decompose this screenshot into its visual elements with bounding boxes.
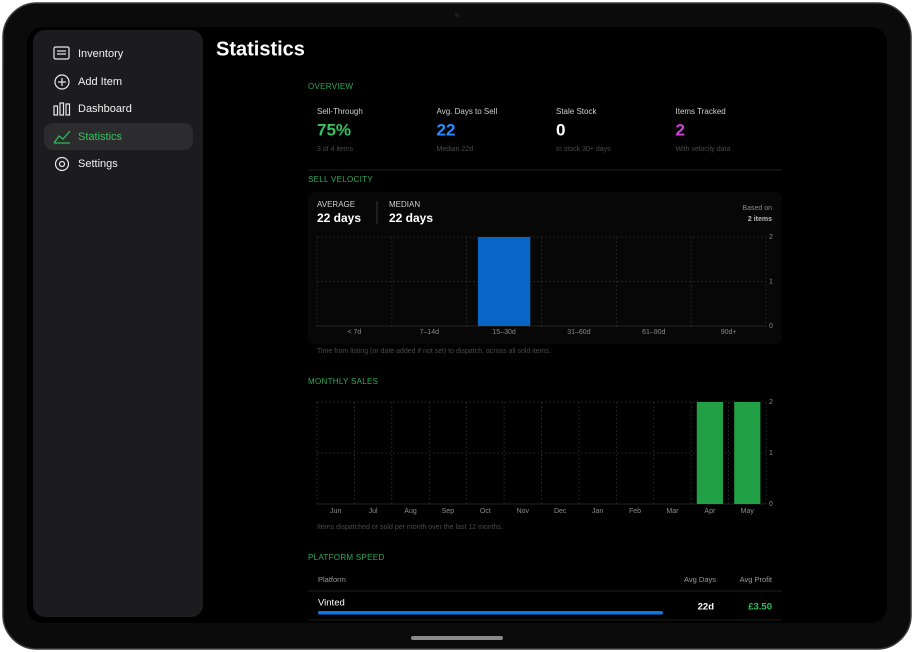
chart-panel [308, 192, 782, 344]
x-tick-label: Jul [369, 508, 378, 515]
platform-name: Vinted [318, 598, 345, 609]
stat-note: With velocity data [676, 146, 731, 153]
stat-value: 2 [676, 120, 685, 139]
summary-label: MEDIAN [389, 200, 420, 209]
chart-caption: Time from listing (or date added if not … [317, 348, 551, 355]
stat-value: 0 [556, 120, 565, 139]
y-tick-label: 1 [769, 450, 773, 457]
x-tick-label: 15–30d [492, 329, 515, 336]
bar [696, 402, 723, 504]
velocity-chart: 0 1 2 < 7d 7–14d 15–30d 31–60d 61–90d 90d+ [316, 234, 773, 336]
platform-profit: £3.50 [748, 602, 772, 613]
x-tick-label: Mar [666, 508, 679, 515]
x-tick-label: Jan [592, 508, 603, 515]
x-tick-label: 61–90d [642, 329, 665, 336]
nav-highlight [44, 123, 193, 150]
y-tick-label: 1 [769, 278, 773, 285]
stat-value: 22 [437, 120, 456, 139]
platform-bar [318, 611, 663, 615]
section-title: MONTHLY SALES [308, 377, 378, 386]
home-indicator [411, 636, 503, 640]
section-title: SELL VELOCITY [308, 175, 373, 184]
based-on-count: 2 items [748, 216, 772, 223]
icon-add [54, 74, 70, 90]
y-tick-label: 0 [769, 501, 773, 508]
stat-label: Stale Stock [556, 107, 597, 116]
stat-value: 75% [317, 120, 351, 139]
stat-label: Avg. Days to Sell [437, 107, 498, 116]
summary-value: 22 days [389, 211, 433, 225]
camera [454, 12, 460, 18]
icon-dashboard [65, 103, 71, 116]
x-tick-label: Oct [480, 508, 491, 515]
bar [477, 237, 531, 326]
table-header: Avg Profit [740, 575, 773, 584]
y-tick-label: 2 [769, 399, 773, 406]
x-tick-label: 31–60d [567, 329, 590, 336]
stat-note: In stock 30+ days [556, 146, 611, 153]
x-tick-label: 7–14d [420, 329, 440, 336]
stat-label: Items Tracked [676, 107, 726, 116]
stat-note: 3 of 4 items [317, 146, 354, 153]
based-on-label: Based on [742, 205, 772, 212]
x-tick-label: May [741, 508, 755, 515]
sidebar [33, 30, 203, 617]
x-tick-label: Apr [704, 508, 716, 515]
monthly-chart: 0 1 2 Jun Jul Aug Sep Oct Nov Dec Jan Feb Mar Apr May [316, 399, 773, 515]
nav-icons [53, 46, 71, 172]
nav-item[interactable]: Settings [78, 158, 118, 170]
x-tick-label: Sep [442, 508, 455, 515]
icon-dashboard [53, 105, 59, 116]
page-title: Statistics [216, 38, 305, 60]
icon-statistics [53, 130, 71, 144]
stat-label: Sell-Through [317, 107, 363, 116]
y-tick-label: 0 [769, 323, 773, 330]
icon-dashboard [59, 102, 65, 116]
overview-stats: Sell-Through 75% 3 of 4 items Avg. Days to … [317, 107, 730, 153]
x-tick-label: Jun [330, 508, 341, 515]
y-tick-label: 2 [769, 234, 773, 241]
table-header: Platform [318, 575, 346, 584]
summary-value: 22 days [317, 211, 361, 225]
icon-settings [54, 156, 70, 172]
x-tick-label: Dec [554, 508, 567, 515]
icon-settings [58, 160, 66, 168]
table-header: Avg Days [684, 575, 716, 584]
nav-item[interactable]: Add Item [78, 76, 122, 88]
chart-caption: Items dispatched or sold per month over … [317, 524, 503, 531]
platform-days: 22d [698, 602, 715, 613]
x-tick-label: Nov [517, 508, 530, 515]
section-title: OVERVIEW [308, 82, 354, 91]
bar [734, 402, 761, 504]
x-tick-label: 90d+ [721, 329, 737, 336]
stat-note: Median 22d [437, 146, 474, 153]
nav-item-active[interactable]: Statistics [78, 131, 123, 143]
nav-item[interactable]: Dashboard [78, 103, 132, 115]
summary-label: AVERAGE [317, 200, 355, 209]
section-title: PLATFORM SPEED [308, 553, 385, 562]
x-tick-label: Aug [404, 508, 417, 515]
x-tick-label: Feb [629, 508, 641, 515]
nav-item[interactable]: Inventory [78, 48, 124, 60]
icon-inventory [53, 46, 70, 60]
x-tick-label: < 7d [348, 329, 362, 336]
